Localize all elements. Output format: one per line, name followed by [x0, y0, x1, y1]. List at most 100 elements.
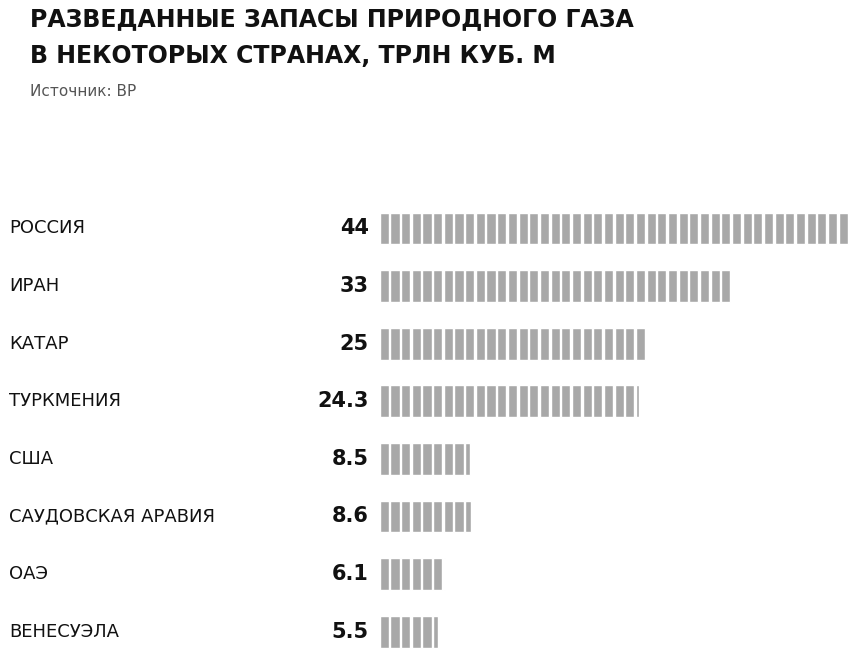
- Bar: [518, 270, 528, 302]
- Bar: [582, 386, 592, 417]
- Bar: [582, 270, 592, 302]
- Bar: [615, 386, 624, 417]
- Bar: [636, 386, 638, 417]
- Text: 33: 33: [340, 276, 369, 296]
- Bar: [411, 558, 421, 590]
- Bar: [411, 328, 421, 360]
- Bar: [722, 270, 730, 302]
- Bar: [422, 386, 432, 417]
- Bar: [444, 212, 453, 245]
- Text: 25: 25: [340, 334, 369, 353]
- Text: 44: 44: [340, 218, 369, 239]
- Bar: [689, 212, 699, 245]
- Bar: [507, 212, 517, 245]
- Bar: [455, 212, 463, 245]
- Bar: [444, 443, 453, 474]
- Bar: [465, 212, 474, 245]
- Text: САУДОВСКАЯ АРАВИЯ: САУДОВСКАЯ АРАВИЯ: [9, 507, 215, 526]
- Text: ТУРКМЕНИЯ: ТУРКМЕНИЯ: [9, 392, 121, 411]
- Bar: [615, 270, 624, 302]
- Bar: [434, 443, 442, 474]
- Text: 6.1: 6.1: [332, 564, 369, 584]
- Bar: [411, 386, 421, 417]
- Bar: [434, 501, 442, 532]
- Bar: [647, 270, 655, 302]
- Bar: [572, 212, 581, 245]
- Bar: [455, 501, 463, 532]
- Bar: [530, 386, 538, 417]
- Bar: [476, 212, 484, 245]
- Bar: [551, 212, 559, 245]
- Bar: [657, 270, 666, 302]
- Bar: [434, 386, 442, 417]
- Bar: [700, 270, 709, 302]
- Bar: [401, 558, 411, 590]
- Bar: [455, 270, 463, 302]
- Bar: [626, 212, 634, 245]
- Text: В НЕКОТОРЫХ СТРАНАХ, ТРЛН КУБ. М: В НЕКОТОРЫХ СТРАНАХ, ТРЛН КУБ. М: [30, 44, 556, 68]
- Bar: [540, 386, 549, 417]
- Bar: [411, 270, 421, 302]
- Bar: [455, 328, 463, 360]
- Bar: [507, 270, 517, 302]
- Bar: [530, 212, 538, 245]
- Bar: [390, 501, 400, 532]
- Bar: [636, 270, 645, 302]
- Bar: [818, 212, 826, 245]
- Bar: [668, 270, 677, 302]
- Bar: [572, 328, 581, 360]
- Bar: [380, 558, 388, 590]
- Text: ИРАН: ИРАН: [9, 277, 60, 295]
- Bar: [540, 328, 549, 360]
- Bar: [401, 270, 411, 302]
- Bar: [390, 386, 400, 417]
- Bar: [411, 501, 421, 532]
- Bar: [551, 328, 559, 360]
- Bar: [626, 270, 634, 302]
- Bar: [551, 386, 559, 417]
- Bar: [434, 328, 442, 360]
- Bar: [604, 386, 613, 417]
- Bar: [434, 616, 438, 648]
- Bar: [486, 270, 496, 302]
- Bar: [774, 212, 784, 245]
- Bar: [380, 328, 388, 360]
- Bar: [593, 212, 603, 245]
- Bar: [380, 501, 388, 532]
- Bar: [434, 270, 442, 302]
- Bar: [561, 386, 570, 417]
- Bar: [572, 270, 581, 302]
- Bar: [722, 212, 730, 245]
- Bar: [422, 501, 432, 532]
- Text: ВЕНЕСУЭЛА: ВЕНЕСУЭЛА: [9, 623, 119, 640]
- Bar: [561, 328, 570, 360]
- Bar: [796, 212, 805, 245]
- Bar: [711, 270, 720, 302]
- Bar: [582, 212, 592, 245]
- Bar: [678, 270, 688, 302]
- Bar: [465, 501, 471, 532]
- Bar: [626, 328, 634, 360]
- Text: Источник: BP: Источник: BP: [30, 84, 136, 99]
- Bar: [444, 501, 453, 532]
- Bar: [380, 212, 388, 245]
- Bar: [497, 386, 507, 417]
- Bar: [647, 212, 655, 245]
- Bar: [422, 270, 432, 302]
- Bar: [604, 270, 613, 302]
- Bar: [711, 212, 720, 245]
- Bar: [807, 212, 816, 245]
- Bar: [518, 212, 528, 245]
- Bar: [604, 212, 613, 245]
- Bar: [380, 616, 388, 648]
- Bar: [444, 270, 453, 302]
- Bar: [411, 212, 421, 245]
- Bar: [615, 212, 624, 245]
- Bar: [497, 270, 507, 302]
- Text: РОССИЯ: РОССИЯ: [9, 220, 85, 237]
- Bar: [476, 386, 484, 417]
- Bar: [689, 270, 699, 302]
- Bar: [615, 328, 624, 360]
- Bar: [518, 386, 528, 417]
- Bar: [593, 270, 603, 302]
